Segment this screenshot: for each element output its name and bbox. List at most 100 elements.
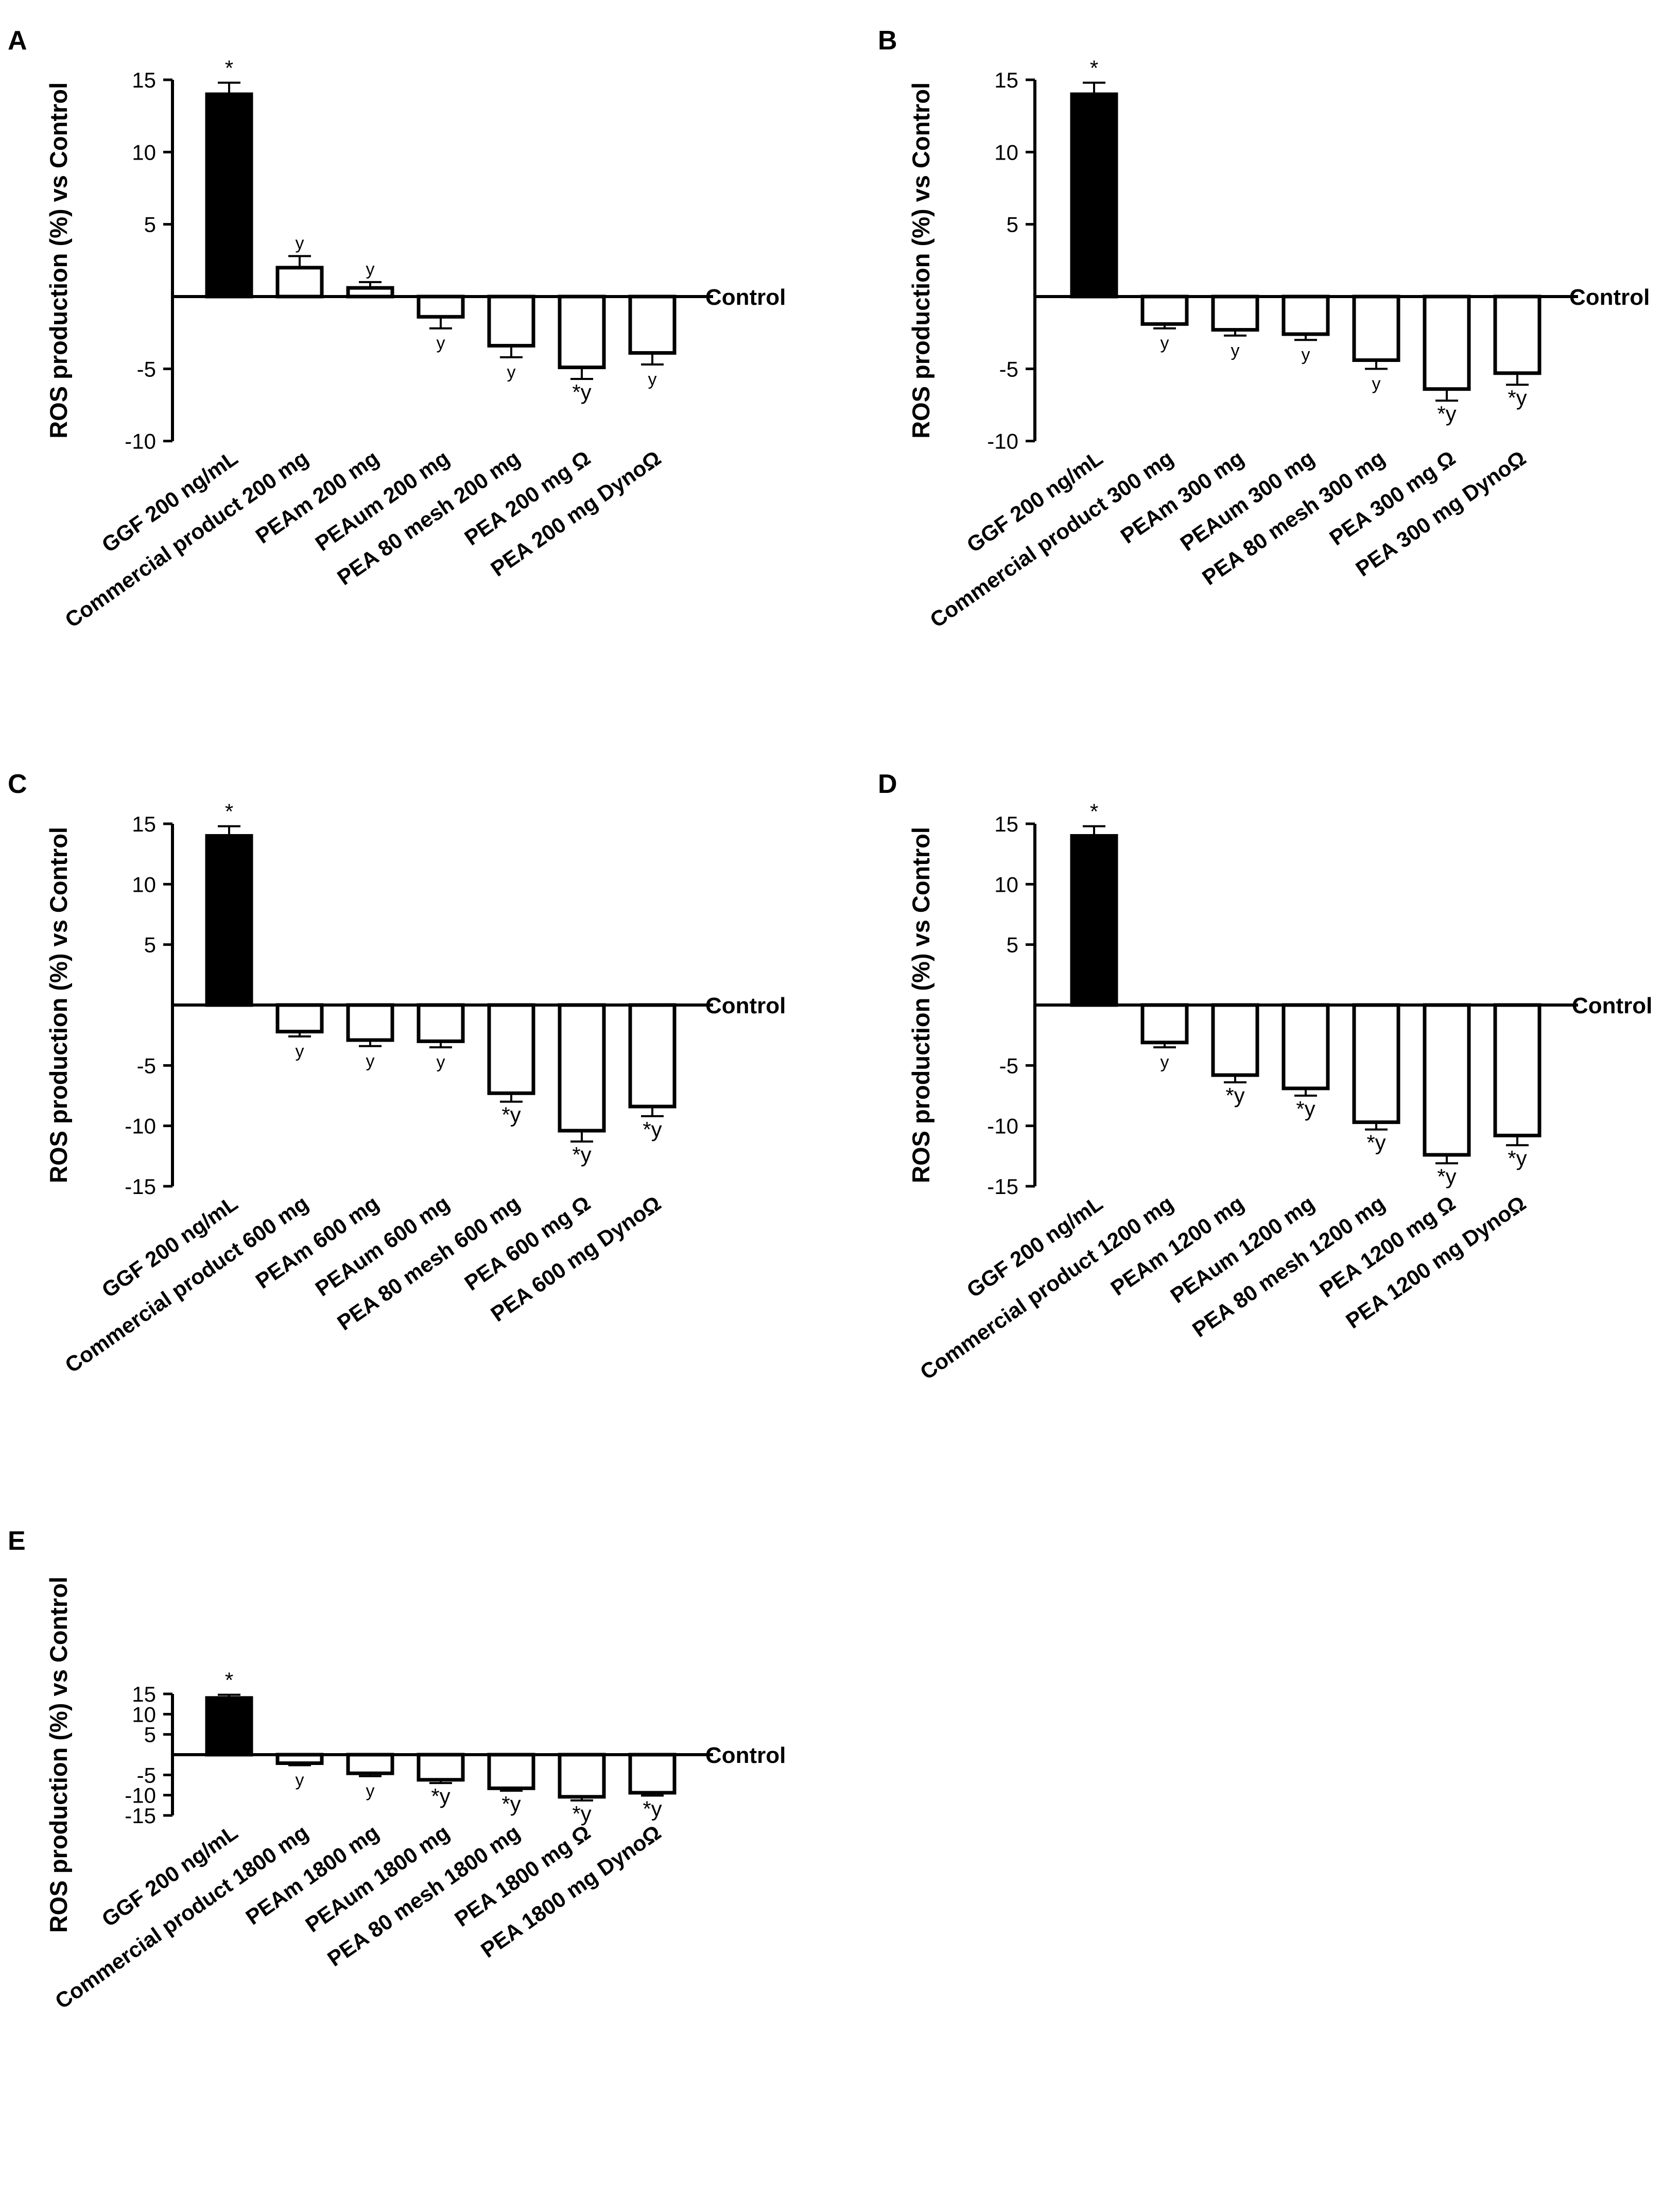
panel-d-significance-label: *y [1508,1146,1527,1170]
panel-c-significance-label: *y [643,1117,662,1141]
panel-c-significance-label: y [366,1051,375,1071]
panel-d-significance-label: y [1161,1052,1169,1072]
panel-c-y-axis-title: ROS production (%) vs Control [45,827,72,1183]
panel-a-bar [628,295,677,355]
panel-b-significance-label: *y [1508,386,1527,410]
panel-e-y-tick-label: -10 [125,1784,156,1808]
panel-e-significance-label: *y [431,1784,450,1808]
panel-e-bar [628,1753,677,1795]
panel-b-bar [1423,295,1471,391]
panel-a-significance-label: y [437,334,445,353]
panel-a-significance-label: y [296,233,304,253]
panel-a-bar [275,266,324,299]
panel-a-significance-label: * [225,56,233,80]
panel-e-y-tick-label: -5 [137,1763,156,1787]
panel-c-control-label: Control [705,993,786,1018]
panel-d-y-tick-label: -5 [999,1053,1018,1078]
panel-b-y-tick-label: 5 [1007,213,1018,237]
panel-c-bar [487,1003,535,1095]
panel-b-bar [1070,92,1118,299]
panel-e-bar [346,1753,394,1775]
panel-d-bar [1352,1003,1400,1124]
panel-e-significance-label: *y [643,1796,662,1821]
panel-b-control-label: Control [1569,285,1650,310]
panel-d-bar [1493,1003,1542,1137]
panel-d-y-tick-label: 10 [994,872,1018,896]
panel-d-y-tick-label: -10 [987,1114,1018,1138]
panel-b-bar [1281,295,1330,336]
panel-c-y-tick-label: -15 [125,1174,156,1199]
panel-d-bar [1423,1003,1471,1157]
panel-e-y-tick-label: -15 [125,1804,156,1828]
panel-e-letter: E [8,1526,26,1556]
panel-e-bar [487,1753,535,1790]
panel-a-bar [487,295,535,348]
panel-c-y-tick-label: -10 [125,1114,156,1138]
panel-c-y-tick-label: 5 [144,933,156,957]
panel-c-bar [205,834,253,1007]
panel-d-bar [1211,1003,1259,1077]
panel-d-significance-label: *y [1225,1083,1244,1107]
panel-e-y-axis-title: ROS production (%) vs Control [45,1577,72,1933]
panel-b-bar [1140,295,1189,326]
panel-e-bar [205,1696,253,1757]
panel-c-y-tick-label: -5 [137,1053,156,1078]
panel-c-significance-label: y [296,1042,304,1061]
panel-b-significance-label: *y [1437,402,1456,426]
panel-e-significance-label: y [296,1770,304,1790]
panel-c-bar [346,1003,394,1042]
panel-b-significance-label: * [1090,56,1098,80]
panel-e-significance-label: y [366,1781,375,1801]
panel-e-bar [558,1753,606,1799]
panel-b-bar [1493,295,1542,375]
panel-d-y-axis-title: ROS production (%) vs Control [907,827,934,1183]
panel-d-bar [1070,834,1118,1007]
panel-b-y-tick-label: -10 [987,429,1018,454]
panel-d-significance-label: *y [1437,1164,1456,1188]
panel-a-y-tick-label: -5 [137,357,156,381]
panel-b-significance-label: y [1372,374,1381,393]
panel-c-bar [417,1003,465,1043]
panel-a-y-axis-title: ROS production (%) vs Control [45,82,72,439]
panel-a-y-tick-label: 15 [132,68,156,92]
panel-a-y-tick-label: 10 [132,140,156,164]
panel-b-significance-label: y [1161,334,1169,353]
panel-a-bar [417,295,465,319]
panel-c-significance-label: *y [501,1103,521,1127]
panel-a-y-tick-label: 5 [144,213,156,237]
panel-b-bar [1211,295,1259,332]
panel-a-bar [205,92,253,299]
panel-b-y-tick-label: 10 [994,140,1018,164]
panel-e-significance-label: *y [501,1792,521,1816]
panel-c-bar [558,1003,606,1133]
panel-e-y-tick-label: 15 [132,1682,156,1706]
panel-d-y-tick-label: -15 [987,1174,1018,1199]
panel-d-y-tick-label: 15 [994,812,1018,836]
panel-d-bar [1140,1003,1189,1045]
panel-a-significance-label: y [507,362,516,382]
panel-c-letter: C [8,769,27,799]
panel-a-y-tick-label: -10 [125,429,156,454]
panel-c-bar [628,1003,677,1109]
panel-b-y-tick-label: -5 [999,357,1018,381]
panel-b-y-tick-label: 15 [994,68,1018,92]
panel-c-significance-label: y [437,1052,445,1072]
panel-a-significance-label: y [648,370,657,389]
panel-b-significance-label: y [1231,341,1240,360]
panel-c-bar [275,1003,324,1034]
panel-e-category-label: Commercial product 1800 mg [50,1820,313,2014]
panel-c-significance-label: *y [572,1142,591,1167]
panel-b-bar [1352,295,1400,362]
panel-c-y-tick-label: 10 [132,872,156,896]
panel-e-control-label: Control [705,1743,786,1768]
panel-d-bar [1281,1003,1330,1090]
panel-b-y-axis-title: ROS production (%) vs Control [907,82,934,439]
panel-b-significance-label: y [1302,345,1310,365]
panel-d-significance-label: *y [1366,1131,1385,1155]
panel-c-significance-label: * [225,800,233,824]
panel-e-y-tick-label: 10 [132,1702,156,1726]
panel-a-letter: A [8,26,27,56]
panel-a-bar [558,295,606,370]
panel-e-y-tick-label: 5 [144,1723,156,1747]
panel-e-significance-label: *y [572,1802,591,1826]
